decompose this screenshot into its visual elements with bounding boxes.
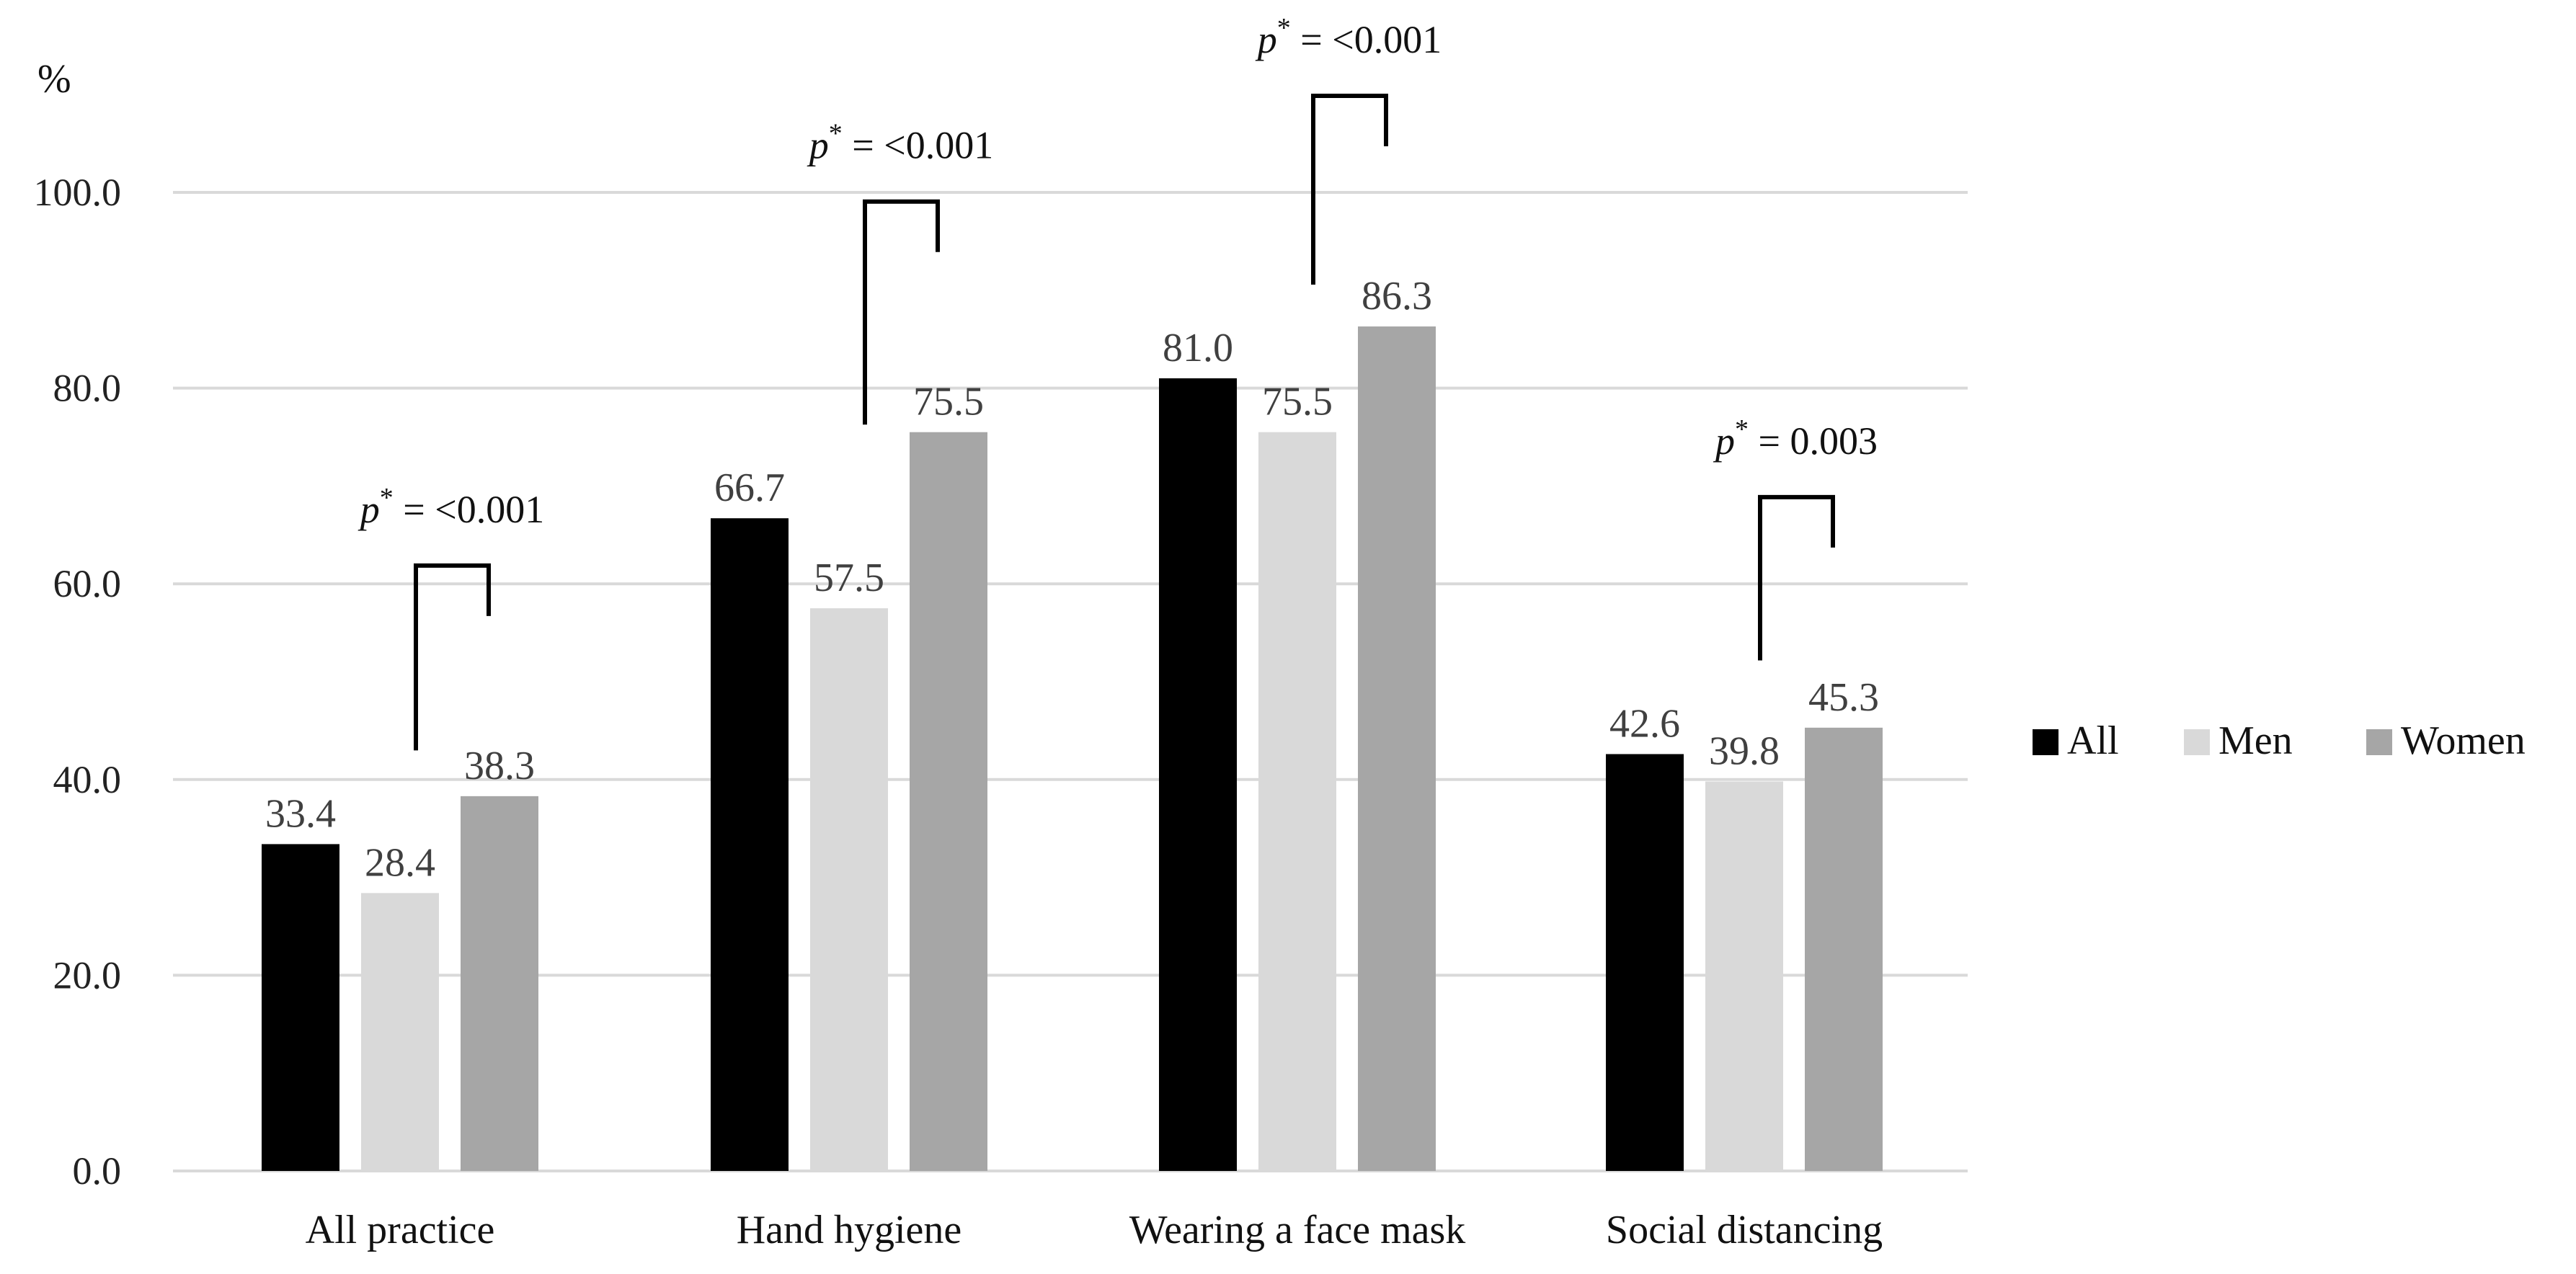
gridlines (173, 191, 1968, 1172)
y-tick-label: 80.0 (53, 367, 122, 410)
legend-label: Women (2401, 718, 2526, 763)
significance-bracket (414, 563, 491, 751)
data-label: 28.4 (365, 840, 435, 885)
data-label: 33.4 (265, 791, 336, 836)
significance-bracket (1758, 494, 1835, 661)
bar-all (711, 518, 789, 1171)
legend-label: All (2067, 718, 2119, 763)
bar-men (1705, 781, 1783, 1171)
bars (262, 326, 1883, 1172)
bar-men (810, 608, 888, 1171)
bar-men (1258, 432, 1336, 1172)
value-labels: 33.4 28.4 38.3 66.7 57.5 75.5 81.0 75.5 86.3 42.6… (265, 274, 1879, 885)
bar-women (910, 432, 987, 1172)
data-label: 66.7 (714, 466, 785, 510)
data-label: 75.5 (1262, 380, 1333, 424)
x-tick-label: Hand hygiene (737, 1208, 962, 1252)
data-label: 42.6 (1609, 701, 1680, 746)
y-axis-label: % (37, 57, 71, 102)
y-tick-label: 60.0 (53, 562, 122, 605)
y-tick-label: 0.0 (73, 1149, 122, 1193)
bar-all (262, 844, 339, 1171)
data-label: 38.3 (464, 744, 535, 788)
bar-women (1805, 727, 1883, 1171)
data-label: 45.3 (1808, 675, 1879, 720)
data-label: 39.8 (1709, 729, 1780, 774)
p-value-label: p* = 0.003 (1713, 414, 1878, 463)
significance-bracket (1311, 94, 1388, 285)
x-axis-labels: All practice Hand hygiene Wearing a face m… (306, 1208, 1883, 1252)
bar-all (1159, 378, 1237, 1171)
bar-all (1606, 754, 1684, 1171)
y-tick-label: 20.0 (53, 953, 122, 997)
bar-women (461, 796, 538, 1171)
x-tick-label: Wearing a face mask (1129, 1208, 1466, 1252)
legend-label: Men (2219, 718, 2293, 763)
legend-swatch-all (2033, 729, 2058, 755)
bar-women (1358, 326, 1436, 1171)
x-tick-label: All practice (306, 1208, 495, 1252)
legend-swatch-men (2184, 729, 2210, 755)
p-value-label: p* = <0.001 (357, 483, 544, 531)
y-tick-label: 40.0 (53, 758, 122, 801)
p-value-label: p* = <0.001 (1255, 13, 1442, 61)
bar-men (361, 893, 439, 1171)
data-label: 57.5 (814, 556, 884, 600)
data-label: 75.5 (913, 380, 984, 424)
significance-brackets: p* = <0.001 p* = <0.001 p* = <0.001 p* = 0.… (357, 13, 1878, 751)
y-tick-label: 100.0 (34, 171, 122, 214)
legend-swatch-women (2366, 729, 2392, 755)
data-label: 81.0 (1163, 326, 1233, 370)
x-tick-label: Social distancing (1606, 1208, 1883, 1252)
p-value-label: p* = <0.001 (807, 119, 993, 167)
y-axis-ticks: 0.0 20.0 40.0 60.0 80.0 100.0 (34, 171, 122, 1193)
data-label: 86.3 (1362, 274, 1432, 318)
significance-bracket (863, 199, 940, 425)
legend: All Men Women (2033, 718, 2526, 763)
